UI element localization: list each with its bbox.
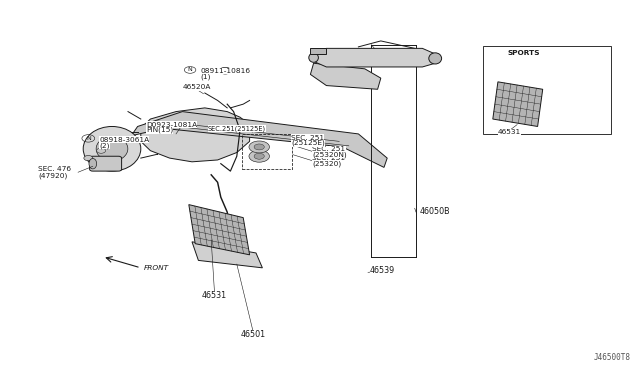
Text: (25320N): (25320N) [312, 151, 347, 158]
Circle shape [97, 148, 106, 153]
Text: SEC. 251: SEC. 251 [312, 155, 346, 161]
Text: (1): (1) [200, 73, 211, 80]
Text: N: N [86, 136, 91, 141]
Text: 46520A: 46520A [182, 84, 211, 90]
Polygon shape [141, 108, 250, 162]
Text: SEC. 251: SEC. 251 [312, 146, 346, 152]
Polygon shape [131, 112, 387, 167]
Polygon shape [189, 205, 250, 255]
Circle shape [84, 155, 93, 161]
Text: (47920): (47920) [38, 172, 68, 179]
Circle shape [254, 153, 264, 159]
Polygon shape [310, 48, 326, 54]
Polygon shape [493, 82, 543, 126]
Ellipse shape [89, 158, 97, 169]
Ellipse shape [83, 126, 141, 171]
Text: 46050B: 46050B [419, 207, 450, 216]
Text: 46531: 46531 [498, 129, 521, 135]
Text: SEC. 251: SEC. 251 [291, 135, 324, 141]
Circle shape [249, 141, 269, 153]
Text: J46500T8: J46500T8 [593, 353, 630, 362]
Circle shape [254, 144, 264, 150]
Bar [483, 46, 611, 134]
Text: 46531: 46531 [202, 291, 227, 300]
Text: 08911-10816: 08911-10816 [200, 68, 250, 74]
Ellipse shape [96, 137, 128, 161]
Polygon shape [310, 63, 381, 89]
Polygon shape [314, 48, 435, 67]
Text: 46501: 46501 [240, 330, 266, 339]
FancyBboxPatch shape [90, 156, 122, 171]
Text: 08918-3061A: 08918-3061A [99, 137, 149, 142]
Text: FRONT: FRONT [144, 265, 169, 271]
Ellipse shape [429, 53, 442, 64]
Text: SEC. 476: SEC. 476 [38, 166, 72, 172]
Text: 46539: 46539 [370, 266, 395, 275]
Circle shape [220, 67, 231, 74]
Text: SPORTS: SPORTS [508, 50, 540, 56]
Text: (2): (2) [99, 142, 109, 149]
Text: (25125E): (25125E) [291, 140, 325, 147]
Text: D0923-1081A: D0923-1081A [146, 122, 197, 128]
Text: PIN(15): PIN(15) [146, 127, 173, 134]
Polygon shape [192, 242, 262, 268]
Circle shape [249, 150, 269, 162]
Ellipse shape [308, 53, 319, 62]
Text: N: N [188, 67, 193, 73]
Text: SEC.251(25125E): SEC.251(25125E) [208, 125, 266, 132]
Text: (25320): (25320) [312, 160, 342, 167]
